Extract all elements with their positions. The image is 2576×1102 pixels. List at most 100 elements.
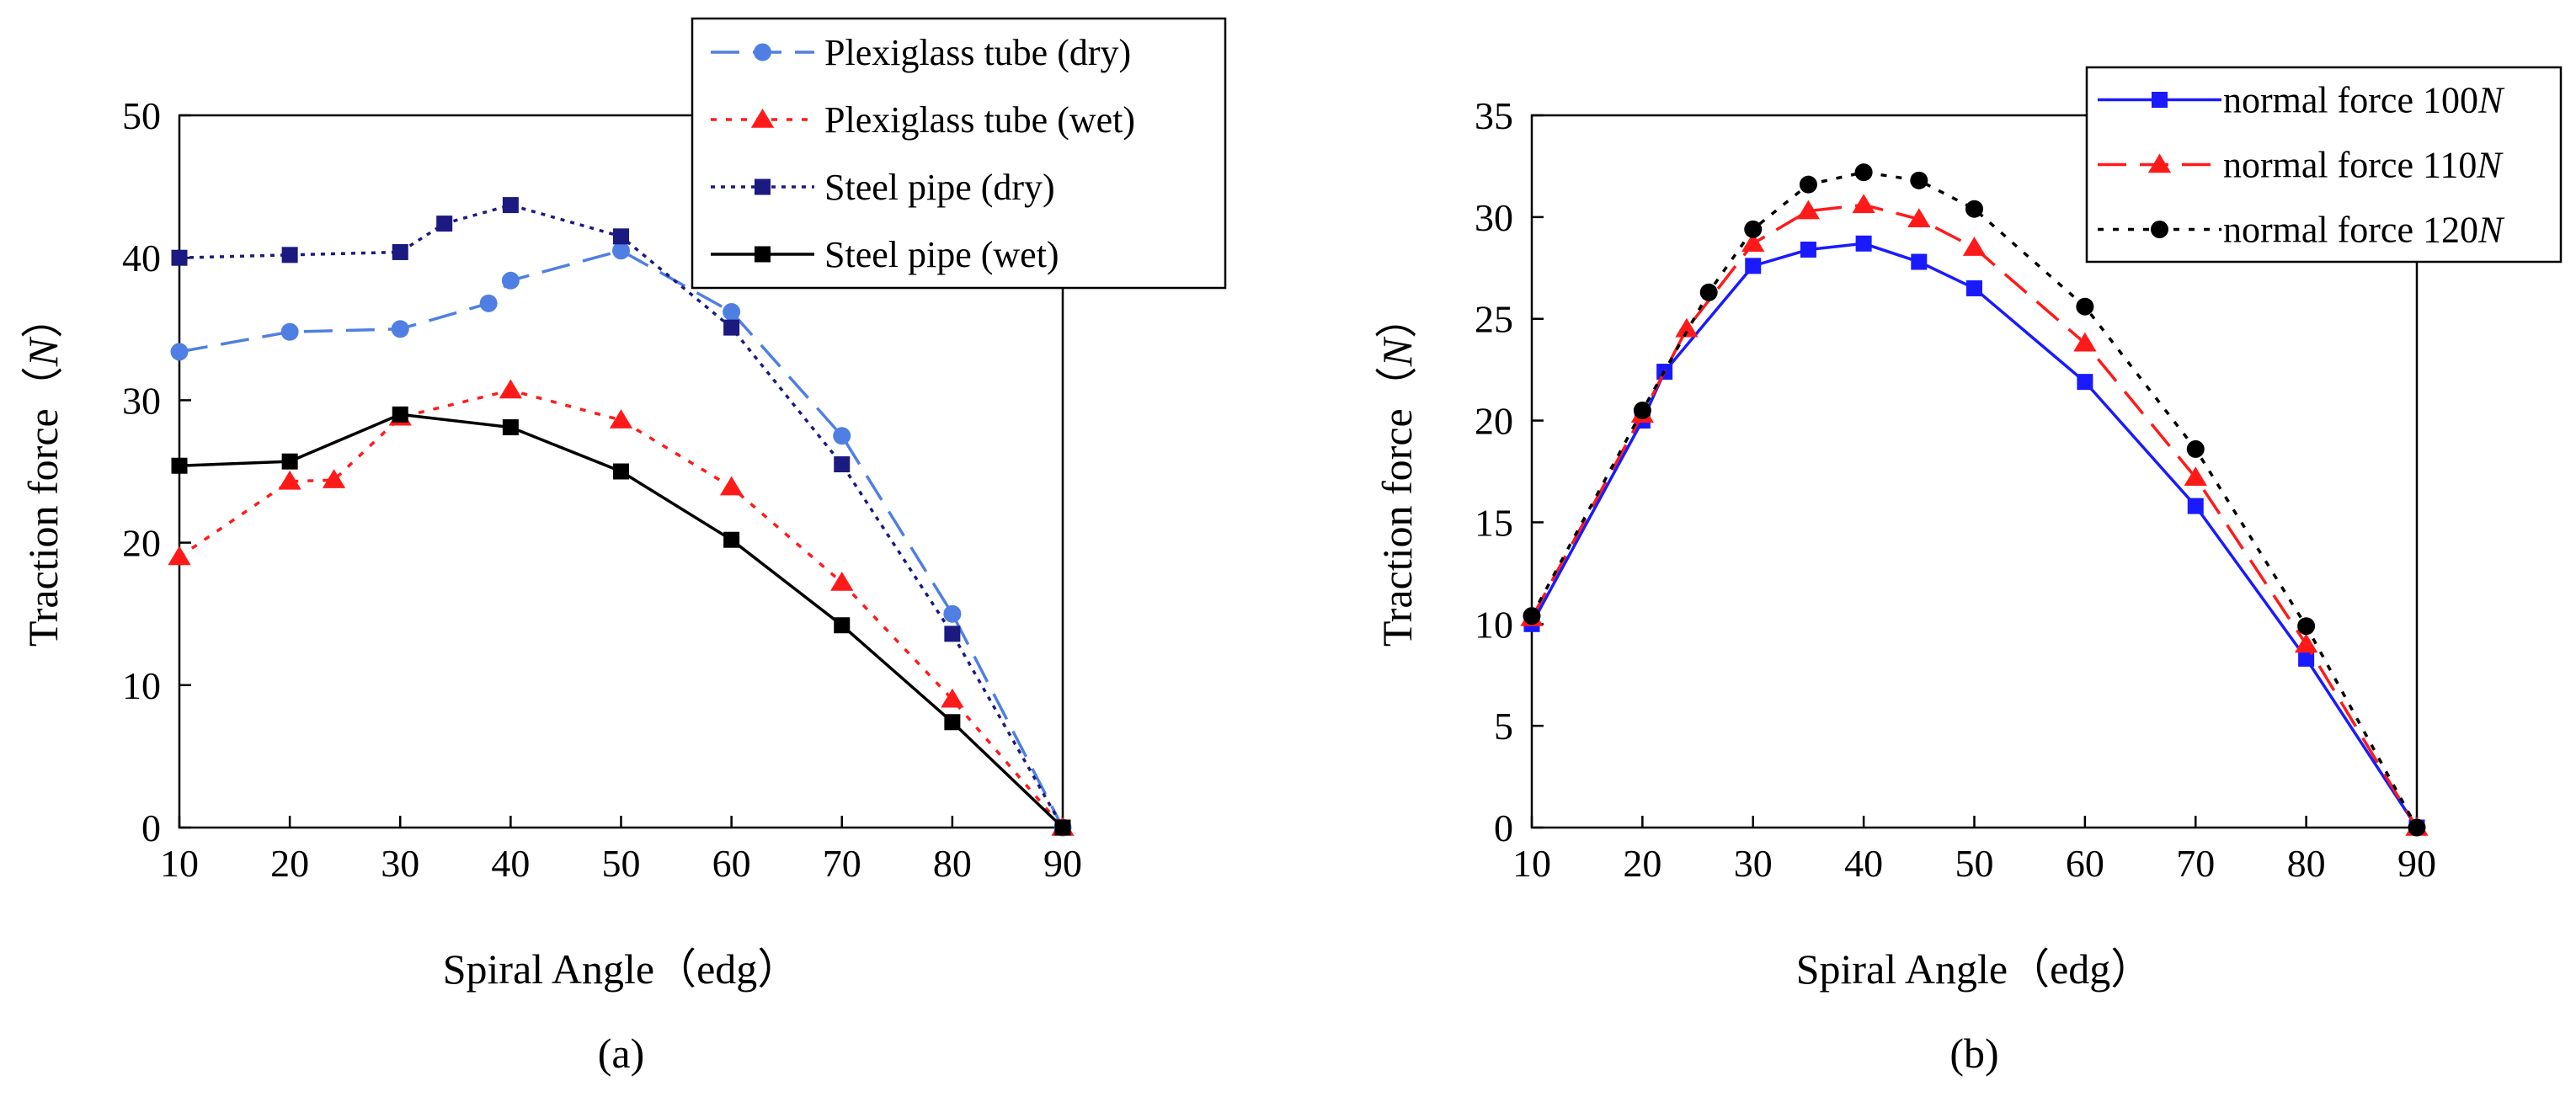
y-tick-label: 25 — [1475, 298, 1513, 341]
legend-marker — [754, 43, 771, 61]
data-point — [479, 294, 498, 312]
legend-marker — [755, 178, 771, 195]
series-3 — [1523, 163, 2426, 837]
legend: Plexiglass tube (dry) Plexiglass tube (we… — [691, 17, 1227, 290]
legend-label-unit: N — [2476, 145, 2504, 186]
x-tick-label: 80 — [2287, 842, 2326, 885]
legend-marker — [2147, 153, 2172, 173]
x-tick-label: 60 — [712, 842, 751, 885]
data-point — [1799, 175, 1817, 194]
legend-label: Steel pipe (wet) — [824, 234, 1059, 275]
data-point — [1911, 253, 1928, 270]
x-tick-label: 10 — [160, 842, 199, 885]
legend-box — [691, 17, 1227, 290]
legend-label: Plexiglass tube (dry) — [824, 32, 1131, 73]
data-point — [719, 476, 744, 496]
data-point — [830, 571, 854, 591]
y-tick-label: 30 — [122, 379, 161, 422]
legend-marker — [2151, 221, 2168, 238]
data-point — [2187, 498, 2204, 514]
data-point — [280, 322, 299, 341]
series-2 — [168, 379, 1075, 836]
data-point — [501, 271, 520, 290]
x-tick-label: 30 — [1734, 842, 1773, 885]
data-point — [171, 249, 188, 266]
legend-item: Plexiglass tube (dry) — [711, 32, 1131, 73]
series-line — [179, 388, 1064, 829]
x-tick-label: 20 — [1623, 842, 1661, 885]
legend-label-text: normal force 100 — [2223, 80, 2478, 121]
data-point — [1907, 208, 1931, 228]
legend-marker — [750, 109, 775, 128]
data-point — [2298, 650, 2315, 667]
x-tick-label: 70 — [823, 842, 861, 885]
series-line — [1530, 242, 2419, 828]
data-point — [723, 302, 741, 321]
legend-label-unit: N — [2477, 210, 2505, 251]
data-point — [1965, 200, 1983, 218]
data-point — [944, 626, 961, 642]
data-point — [2408, 818, 2426, 837]
x-tick-label: 20 — [270, 842, 309, 885]
data-point — [436, 216, 453, 232]
data-point — [170, 343, 189, 361]
data-point — [171, 457, 188, 474]
y-tick-label: 15 — [1475, 501, 1513, 544]
x-tick-label: 70 — [2176, 842, 2215, 885]
x-axis: 10 20 30 40 50 60 70 80 90 — [160, 816, 1082, 885]
data-point — [391, 320, 409, 338]
data-point — [1796, 200, 1821, 220]
legend-label-unit: N — [2477, 80, 2505, 121]
legend-item: Steel pipe (wet) — [711, 234, 1059, 275]
legend-label: normal force 100N — [2223, 80, 2505, 121]
data-point — [723, 531, 740, 548]
y-axis: 0 10 20 30 40 50 — [122, 94, 191, 849]
x-tick-label: 40 — [1844, 842, 1883, 885]
data-point — [723, 319, 740, 336]
x-tick-label: 90 — [2397, 842, 2436, 885]
data-point — [2294, 633, 2318, 653]
y-tick-label: 30 — [1475, 196, 1513, 239]
data-point — [278, 470, 301, 490]
legend-marker — [2152, 92, 2168, 108]
x-tick-label: 50 — [1955, 842, 1994, 885]
y-tick-label: 0 — [1494, 807, 1513, 849]
x-tick-label: 60 — [2066, 842, 2104, 885]
legend-item: normal force 110N — [2098, 145, 2504, 186]
data-point — [499, 379, 523, 399]
data-point — [2184, 466, 2207, 487]
x-tick-label: 80 — [933, 842, 972, 885]
y-axis-title: Traction force（N） — [19, 296, 67, 647]
legend-label: Plexiglass tube (wet) — [824, 99, 1135, 141]
y-axis-title-text: Traction force（ — [1373, 366, 1421, 647]
y-tick-label: 0 — [141, 807, 161, 849]
x-tick-label: 40 — [491, 842, 530, 885]
legend-label-text: normal force 110 — [2223, 145, 2477, 186]
panel-label: (b) — [1949, 1030, 1998, 1077]
series-line — [179, 203, 1064, 828]
series-3 — [171, 197, 1071, 836]
panel-label: (a) — [598, 1030, 645, 1077]
data-point — [609, 409, 633, 429]
legend-label-text: Plexiglass tube (wet) — [824, 99, 1135, 141]
x-axis: 10 20 30 40 50 60 70 80 90 — [1512, 816, 2436, 885]
data-point — [1966, 279, 1982, 296]
y-axis-title: Traction force（N） — [1373, 296, 1421, 647]
y-tick-label: 40 — [122, 237, 161, 279]
data-point — [943, 604, 962, 623]
data-point — [1852, 194, 1875, 214]
data-point — [1744, 220, 1763, 238]
x-tick-label: 10 — [1512, 842, 1551, 885]
data-point — [1699, 283, 1718, 301]
x-axis-title: Spiral Angle（edg） — [443, 945, 800, 993]
y-axis-title-close: ） — [1373, 296, 1421, 338]
data-point — [1054, 819, 1071, 836]
data-point — [2297, 617, 2316, 636]
data-point — [2186, 439, 2205, 458]
data-point — [502, 419, 519, 436]
data-point — [392, 406, 408, 423]
data-point — [502, 197, 519, 214]
x-tick-label: 50 — [602, 842, 641, 885]
